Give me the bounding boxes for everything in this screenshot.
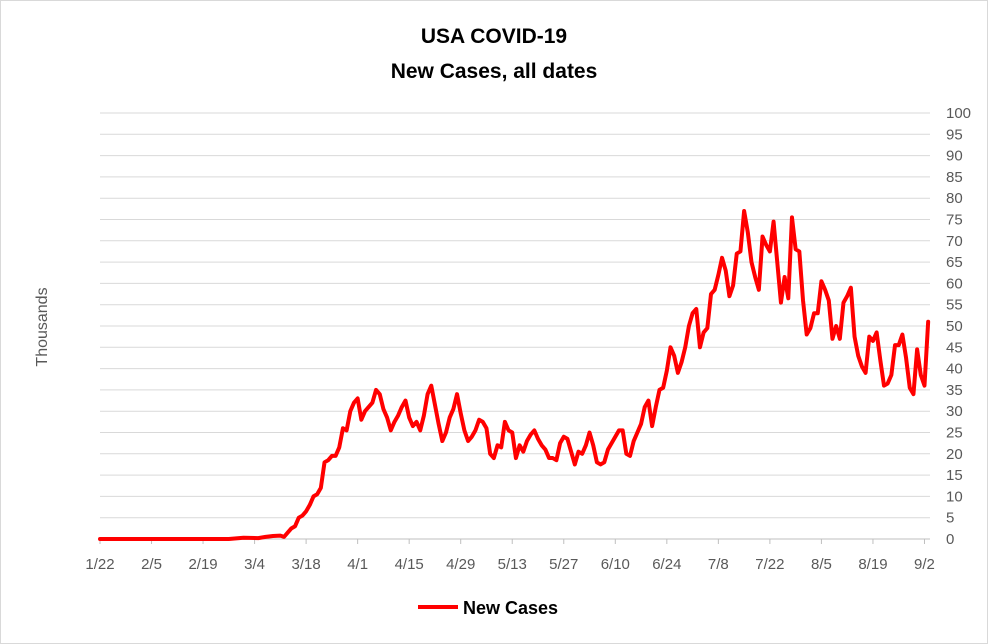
y-tick-label: 5: [946, 510, 954, 527]
chart-subtitle: New Cases, all dates: [391, 60, 598, 83]
y-tick-label: 15: [946, 467, 963, 484]
x-tick-label: 1/22: [85, 556, 114, 573]
x-tick-label: 3/4: [244, 556, 265, 573]
y-tick-label: 35: [946, 382, 963, 399]
x-tick-label: 5/13: [498, 556, 527, 573]
y-tick-label: 70: [946, 233, 963, 250]
series-layer: [98, 208, 931, 541]
y-tick-label: 20: [946, 446, 963, 463]
x-tick-label: 7/8: [708, 556, 729, 573]
y-tick-label: 55: [946, 297, 963, 314]
x-axis-ticks: 1/22 2/5 2/19 3/4 3/18 4/1 4/15 4/29 5/13 5/27 6/1…: [85, 539, 935, 573]
y-tick-label: 85: [946, 169, 963, 186]
y-axis-ticks: 0 5 10 15 20 25 30 35 40 45 50 55 60 65 70 75 80 85 90 95 10…: [946, 105, 971, 548]
y-tick-label: 40: [946, 361, 963, 378]
y-tick-label: 10: [946, 488, 963, 505]
x-tick-label: 7/22: [755, 556, 784, 573]
y-tick-label: 100: [946, 105, 971, 122]
y-tick-label: 0: [946, 531, 954, 548]
y-tick-label: 80: [946, 190, 963, 207]
x-tick-label: 4/15: [395, 556, 424, 573]
x-tick-label: 4/29: [446, 556, 475, 573]
y-tick-label: 45: [946, 339, 963, 356]
y-tick-label: 75: [946, 212, 963, 229]
x-tick-label: 8/5: [811, 556, 832, 573]
gridlines: [100, 112, 930, 540]
y-tick-label: 60: [946, 275, 963, 292]
x-tick-label: 6/10: [601, 556, 630, 573]
y-axis-label: Thousands: [34, 287, 51, 366]
x-tick-label: 4/1: [347, 556, 368, 573]
y-tick-label: 30: [946, 403, 963, 420]
x-tick-label: 8/19: [858, 556, 887, 573]
y-tick-label: 25: [946, 425, 963, 442]
y-tick-label: 95: [946, 126, 963, 143]
x-tick-label: 2/5: [141, 556, 162, 573]
x-tick-label: 5/27: [549, 556, 578, 573]
x-tick-label: 2/19: [188, 556, 217, 573]
y-tick-label: 50: [946, 318, 963, 335]
x-tick-label: 6/24: [652, 556, 681, 573]
y-tick-label: 90: [946, 148, 963, 165]
legend: New Cases: [418, 598, 558, 618]
x-tick-label: 3/18: [292, 556, 321, 573]
x-tick-label: 9/2: [914, 556, 935, 573]
y-tick-label: 65: [946, 254, 963, 271]
series-line-new-cases: [98, 208, 931, 541]
legend-label: New Cases: [463, 598, 558, 618]
chart-title: USA COVID-19: [421, 25, 567, 48]
